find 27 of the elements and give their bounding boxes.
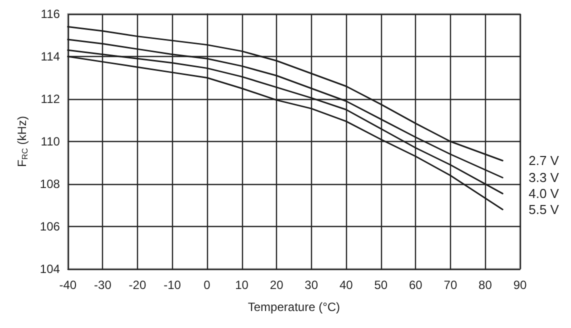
x-tick-label: 20 bbox=[270, 278, 284, 292]
x-tick-label: 50 bbox=[374, 278, 388, 292]
y-tick-label: 116 bbox=[40, 7, 60, 21]
x-tick-label: -40 bbox=[59, 278, 77, 292]
x-tick-label: 60 bbox=[408, 278, 423, 292]
y-tick-label: 110 bbox=[40, 134, 60, 148]
x-tick-label: -30 bbox=[94, 278, 112, 292]
y-tick-label: 104 bbox=[40, 262, 60, 276]
x-tick-label: -20 bbox=[128, 278, 146, 292]
y-tick-label: 108 bbox=[40, 177, 60, 191]
x-tick-label: 30 bbox=[304, 278, 318, 292]
y-axis-title: FRC (kHz) bbox=[15, 116, 30, 167]
y-tick-label: 106 bbox=[40, 220, 60, 234]
y-tick-label: 112 bbox=[40, 92, 60, 106]
series-label: 4.0 V bbox=[528, 186, 560, 202]
x-tick-label: 70 bbox=[444, 278, 458, 292]
x-tick-label: 90 bbox=[513, 278, 527, 292]
x-tick-label: 80 bbox=[478, 278, 492, 292]
x-tick-label: 40 bbox=[339, 278, 354, 292]
series-label: 5.5 V bbox=[528, 202, 560, 217]
series-label: 2.7 V bbox=[528, 153, 560, 168]
series-label: 3.3 V bbox=[528, 170, 560, 186]
y-tick-label: 114 bbox=[40, 50, 60, 64]
x-tick-label: 0 bbox=[204, 278, 211, 292]
x-axis-title: Temperature (°C) bbox=[248, 300, 340, 314]
x-tick-label: -10 bbox=[164, 278, 182, 292]
x-tick-label: 10 bbox=[235, 278, 249, 292]
